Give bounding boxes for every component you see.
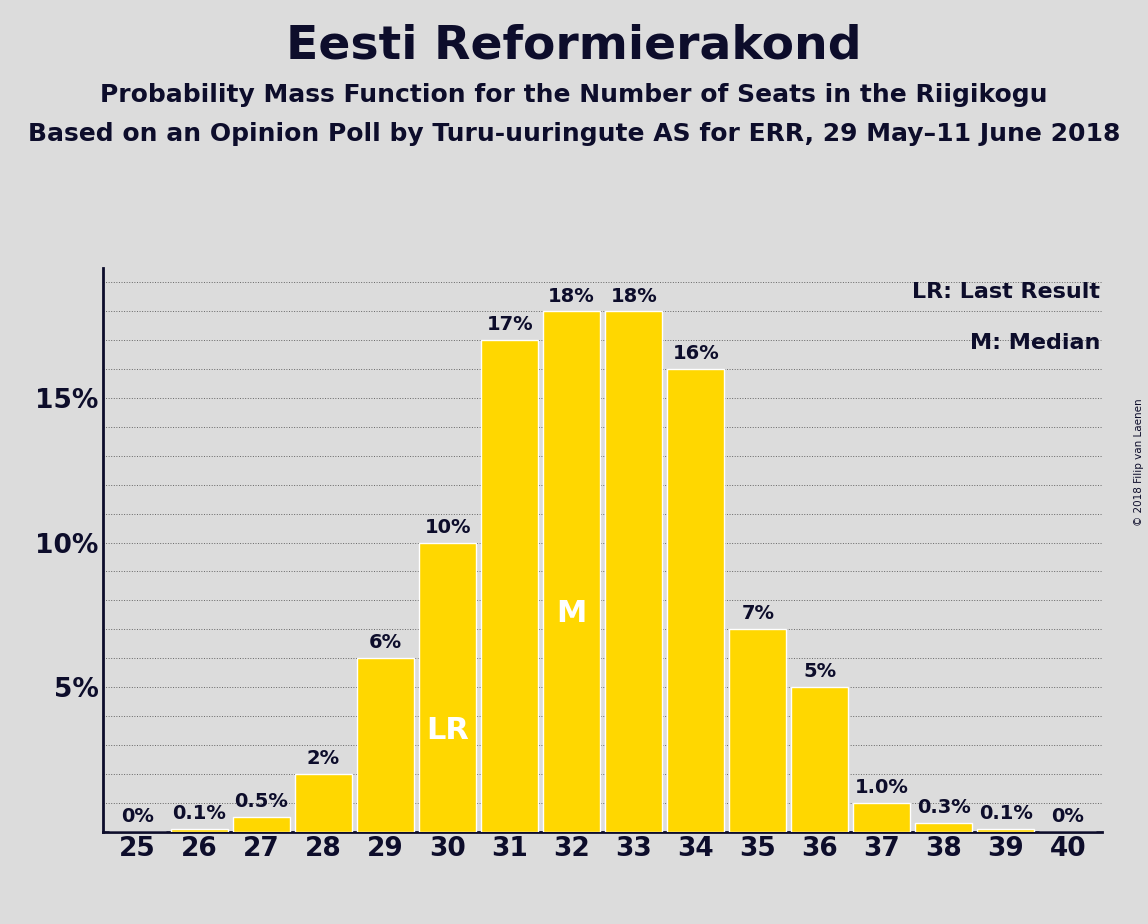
Bar <box>791 687 848 832</box>
Bar <box>543 311 600 832</box>
Text: © 2018 Filip van Laenen: © 2018 Filip van Laenen <box>1134 398 1143 526</box>
Text: 7%: 7% <box>742 604 774 624</box>
Bar <box>853 803 910 832</box>
Text: 16%: 16% <box>673 345 719 363</box>
Bar <box>419 542 476 832</box>
Bar <box>667 369 724 832</box>
Text: 0.5%: 0.5% <box>234 793 288 811</box>
Text: LR: LR <box>426 716 470 745</box>
Bar <box>915 823 972 832</box>
Text: M: M <box>557 599 587 627</box>
Text: 0.1%: 0.1% <box>979 804 1033 823</box>
Bar <box>977 829 1034 832</box>
Bar <box>481 340 538 832</box>
Text: 18%: 18% <box>549 286 595 306</box>
Text: 6%: 6% <box>369 633 402 652</box>
Text: Eesti Reformierakond: Eesti Reformierakond <box>286 23 862 68</box>
Text: 0%: 0% <box>121 807 154 826</box>
Text: M: Median: M: Median <box>970 333 1100 353</box>
Bar <box>295 773 352 832</box>
Bar <box>729 629 786 832</box>
Text: 10%: 10% <box>425 517 471 537</box>
Text: 1.0%: 1.0% <box>855 778 909 796</box>
Text: LR: Last Result: LR: Last Result <box>912 282 1100 302</box>
Bar <box>605 311 662 832</box>
Text: 0%: 0% <box>1052 807 1085 826</box>
Bar <box>171 829 228 832</box>
Text: 18%: 18% <box>611 286 657 306</box>
Text: 0.1%: 0.1% <box>172 804 226 823</box>
Bar <box>357 658 414 832</box>
Text: Based on an Opinion Poll by Turu-uuringute AS for ERR, 29 May–11 June 2018: Based on an Opinion Poll by Turu-uuringu… <box>28 122 1120 146</box>
Text: 17%: 17% <box>487 315 533 334</box>
Text: 5%: 5% <box>804 663 837 681</box>
Text: 2%: 2% <box>307 749 340 768</box>
Bar <box>233 817 290 832</box>
Text: 0.3%: 0.3% <box>917 798 971 817</box>
Text: Probability Mass Function for the Number of Seats in the Riigikogu: Probability Mass Function for the Number… <box>100 83 1048 107</box>
